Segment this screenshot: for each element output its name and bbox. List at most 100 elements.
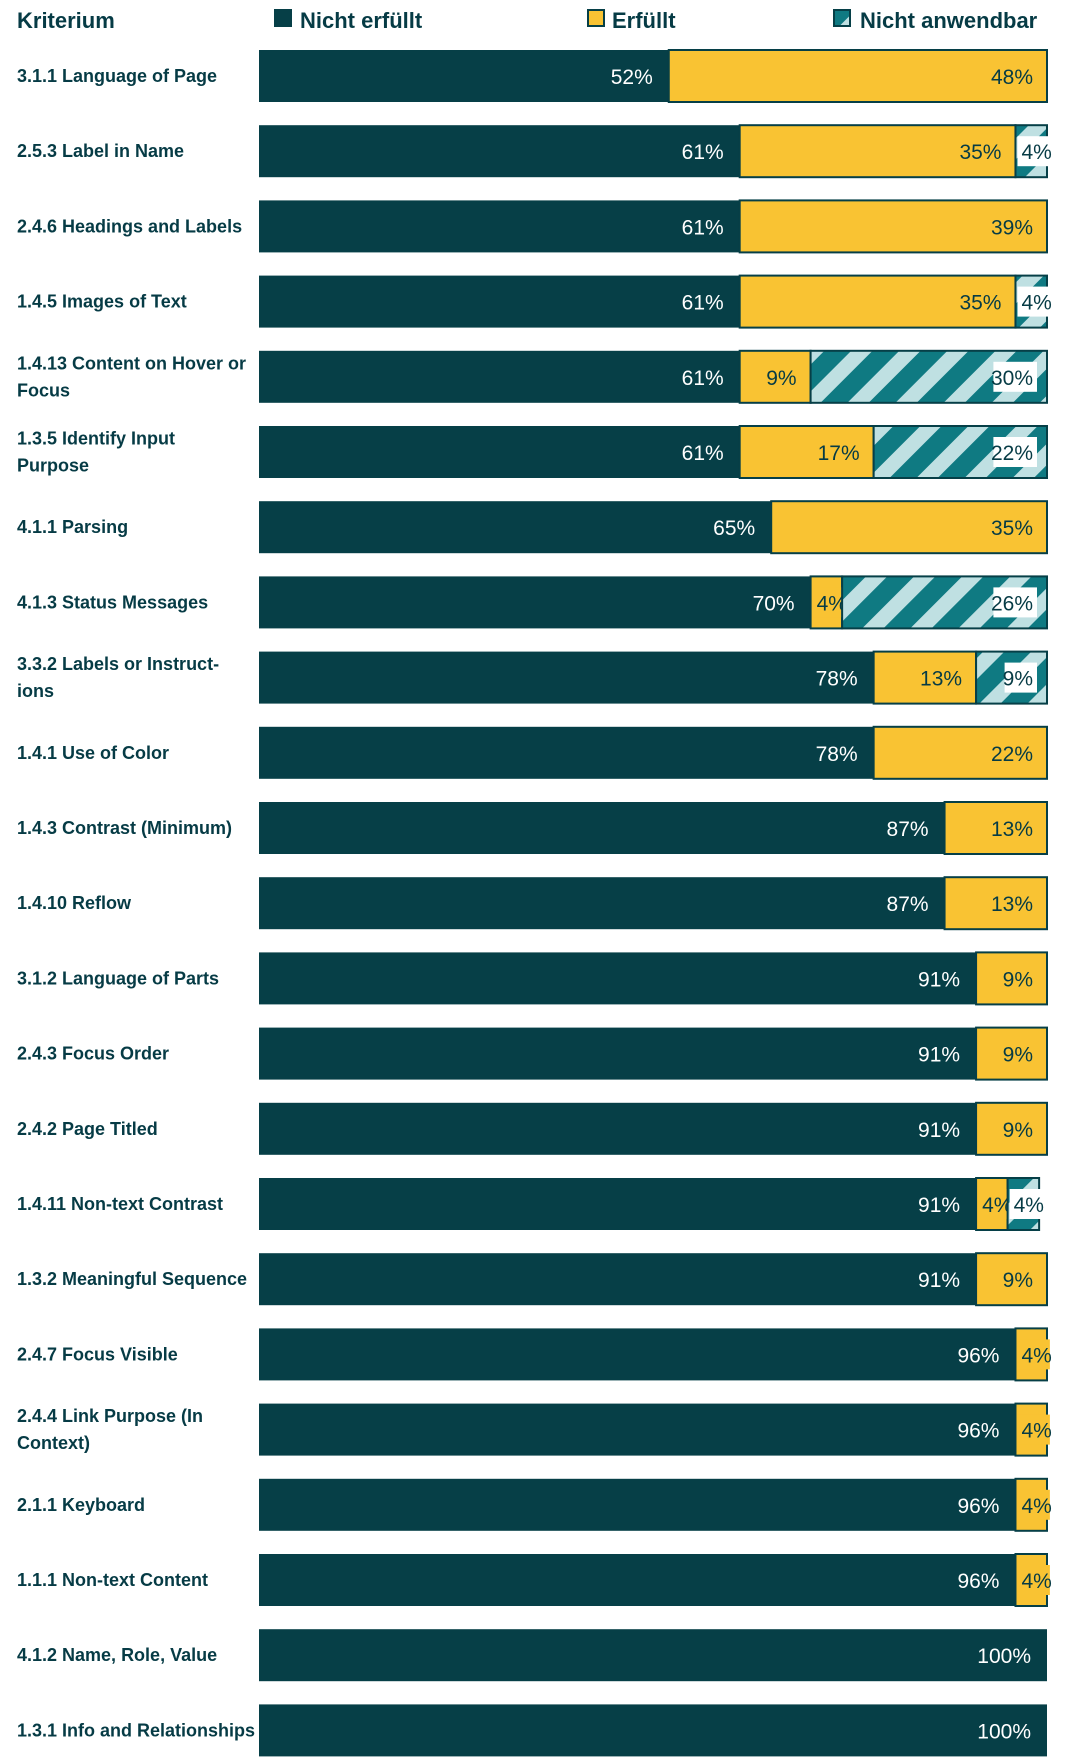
value-label-erfuellt: 4% xyxy=(1021,1495,1051,1518)
row-label: 1.4.11 Non-text Contrast xyxy=(17,1194,223,1214)
value-label-nicht-erfuellt: 78% xyxy=(816,668,858,691)
row-label-line: 1.3.1 Info and Relationships xyxy=(17,1720,255,1740)
bar-erfuellt xyxy=(738,124,1017,179)
legend: Nicht erfüllt Erfüllt Nicht anwendbar xyxy=(274,8,1038,33)
row-label: 1.4.5 Images of Text xyxy=(17,292,187,312)
row-label-line: 1.1.1 Non-text Content xyxy=(17,1570,208,1590)
value-label-nicht-erfuellt: 61% xyxy=(682,141,724,164)
legend-swatch-nicht-anwendbar xyxy=(833,9,851,27)
value-label-bg xyxy=(1017,1414,1050,1445)
bar-nicht-erfuellt xyxy=(259,651,874,704)
bar-nicht-erfuellt xyxy=(259,50,669,102)
row-label-line: 2.1.1 Keyboard xyxy=(17,1495,145,1515)
row-label: 4.1.2 Name, Role, Value xyxy=(17,1645,217,1665)
value-label-bg xyxy=(993,437,1037,467)
value-label-erfuellt: 4% xyxy=(982,1194,1012,1217)
bar-nicht-erfuellt xyxy=(259,426,740,478)
bar-nicht-erfuellt xyxy=(259,275,740,328)
row-label-line: 4.1.1 Parsing xyxy=(17,517,128,537)
value-label-bg xyxy=(1004,662,1037,693)
value-label-bg xyxy=(993,361,1037,392)
bar-erfuellt xyxy=(975,1026,1049,1081)
row-label: 2.4.4 Link Purpose (In Context) xyxy=(17,1406,203,1453)
row-label-line: 2.5.3 Label in Name xyxy=(17,141,184,161)
row-label: 3.1.1 Language of Page xyxy=(17,66,217,86)
bar-erfuellt xyxy=(738,425,875,479)
value-label-erfuellt: 35% xyxy=(959,292,1001,315)
value-label-nicht-erfuellt: 91% xyxy=(918,1269,960,1292)
bar-nicht-erfuellt xyxy=(259,1328,1016,1381)
value-label-erfuellt: 13% xyxy=(991,818,1033,841)
value-label-nicht-erfuellt: 96% xyxy=(957,1495,999,1518)
value-label-nicht-anwendbar: 26% xyxy=(991,592,1033,615)
value-label-nicht-erfuellt: 96% xyxy=(957,1570,999,1593)
value-label-erfuellt: 9% xyxy=(766,367,796,390)
row-label: 2.1.1 Keyboard xyxy=(17,1495,145,1515)
row-label-line: Focus xyxy=(17,380,70,400)
value-label-bg xyxy=(1017,1565,1050,1595)
bar-nicht-erfuellt xyxy=(259,1629,1047,1682)
row-label: 4.1.3 Status Messages xyxy=(17,592,208,612)
row-label-line: 2.4.6 Headings and Labels xyxy=(17,216,242,236)
category-header: Kriterium xyxy=(17,8,115,33)
row-label: 3.1.2 Language of Parts xyxy=(17,968,219,988)
value-label-nicht-anwendbar: 9% xyxy=(1003,668,1033,691)
bar-erfuellt xyxy=(975,1101,1049,1156)
row-label: 2.4.7 Focus Visible xyxy=(17,1344,178,1364)
value-label-erfuellt: 35% xyxy=(959,141,1001,164)
value-label-bg xyxy=(978,1189,1011,1219)
bar-erfuellt xyxy=(872,725,1049,780)
row-label: 4.1.1 Parsing xyxy=(17,517,128,537)
bar-erfuellt xyxy=(975,1252,1049,1307)
bar-nicht-erfuellt xyxy=(259,1403,1016,1456)
row-label: 1.4.10 Reflow xyxy=(17,893,132,913)
value-label-nicht-erfuellt: 65% xyxy=(713,517,755,540)
value-label-erfuellt: 9% xyxy=(1003,1119,1033,1142)
legend-label-nicht-erfuellt: Nicht erfüllt xyxy=(300,8,423,33)
legend-swatch-nicht-erfuellt xyxy=(274,9,292,27)
row-label-line: 1.4.11 Non-text Contrast xyxy=(17,1194,223,1214)
row-label: 1.3.1 Info and Relationships xyxy=(17,1720,255,1740)
row-label-line: 2.4.3 Focus Order xyxy=(17,1044,169,1064)
row-label: 2.4.3 Focus Order xyxy=(17,1044,169,1064)
bar-erfuellt xyxy=(738,199,1048,254)
value-label-nicht-erfuellt: 100% xyxy=(977,1720,1031,1743)
bar-erfuellt xyxy=(943,801,1048,855)
row-label-line: 1.4.13 Content on Hover or xyxy=(17,353,246,373)
bar-nicht-erfuellt xyxy=(259,1704,1047,1757)
value-label-erfuellt: 35% xyxy=(991,517,1033,540)
bar-erfuellt xyxy=(770,500,1048,555)
bar-erfuellt xyxy=(667,49,1048,103)
row-label: 1.4.1 Use of Color xyxy=(17,743,169,763)
row-label: 1.1.1 Non-text Content xyxy=(17,1570,208,1590)
value-label-erfuellt: 22% xyxy=(991,743,1033,766)
legend-swatch-erfuellt xyxy=(587,9,605,27)
row-label: 1.4.13 Content on Hover or Focus xyxy=(17,353,246,400)
value-label-erfuellt: 9% xyxy=(1003,1269,1033,1292)
bar-nicht-erfuellt xyxy=(259,576,811,629)
legend-label-erfuellt: Erfüllt xyxy=(612,8,676,33)
value-label-nicht-anwendbar: 30% xyxy=(991,367,1033,390)
bar-nicht-erfuellt xyxy=(259,350,740,403)
row-label-line: 4.1.3 Status Messages xyxy=(17,592,208,612)
bar-nicht-erfuellt xyxy=(259,726,874,779)
row-label-line: 1.4.10 Reflow xyxy=(17,893,132,913)
value-label-nicht-erfuellt: 96% xyxy=(957,1420,999,1443)
value-label-erfuellt: 9% xyxy=(1003,968,1033,991)
row-label: 2.5.3 Label in Name xyxy=(17,141,184,161)
value-label-erfuellt: 4% xyxy=(817,592,847,615)
bar-nicht-erfuellt xyxy=(259,877,945,930)
value-label-nicht-erfuellt: 52% xyxy=(611,66,653,89)
row-label-line: ions xyxy=(17,681,54,701)
row-label-line: 1.4.5 Images of Text xyxy=(17,292,187,312)
bar-erfuellt xyxy=(738,349,812,404)
value-label-nicht-erfuellt: 100% xyxy=(977,1645,1031,1668)
chart-rows: 3.1.1 Language of Page 52% 48% 2.5.3 Label … xyxy=(17,49,1052,1757)
row-label: 2.4.2 Page Titled xyxy=(17,1119,158,1139)
value-label-erfuellt: 39% xyxy=(991,216,1033,239)
value-label-erfuellt: 4% xyxy=(1021,1570,1051,1593)
value-label-nicht-anwendbar: 4% xyxy=(1021,141,1051,164)
value-label-nicht-erfuellt: 87% xyxy=(887,893,929,916)
bar-nicht-erfuellt xyxy=(259,952,977,1005)
